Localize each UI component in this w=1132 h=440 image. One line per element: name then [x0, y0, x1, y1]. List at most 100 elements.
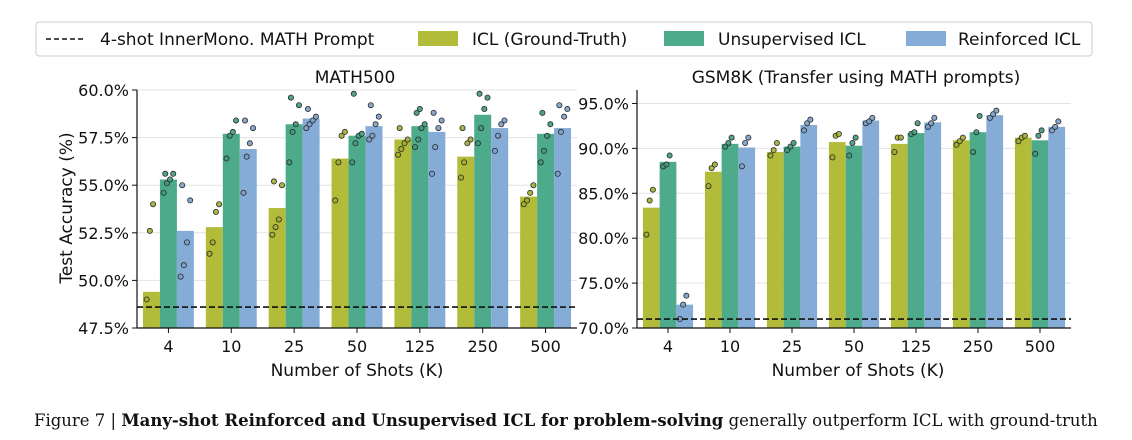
gsm8k-bar-unsupervised — [721, 143, 739, 328]
gsm8k-point-icl — [711, 161, 718, 168]
gsm8k-point-icl — [959, 134, 966, 141]
gsm8k-point-icl — [1021, 132, 1028, 139]
math500-point-unsupervised — [289, 128, 296, 135]
math500-bar-reinforced — [428, 131, 446, 328]
gsm8k-point-reinforced — [738, 163, 745, 170]
gsm8k-xtick-label: 10 — [720, 337, 740, 356]
math500-point-reinforced — [491, 147, 498, 154]
gsm8k-point-icl — [643, 231, 650, 238]
math500-bar-unsupervised — [348, 135, 366, 328]
math500-bar-icl — [331, 158, 349, 328]
math500-ytick-label: 57.5% — [78, 129, 129, 148]
gsm8k-bar-unsupervised — [659, 161, 677, 328]
legend-baseline-label: 4-shot InnerMono. MATH Prompt — [100, 30, 375, 50]
math500-point-reinforced — [498, 121, 505, 128]
math500-point-unsupervised — [476, 90, 483, 97]
math500-xtick-label: 50 — [347, 337, 367, 356]
math500-xtick-label: 10 — [221, 337, 241, 356]
math500-point-unsupervised — [484, 94, 491, 101]
math500-point-icl — [341, 128, 348, 135]
math500-point-reinforced — [556, 102, 563, 109]
gsm8k-point-unsupervised — [725, 139, 732, 146]
math500-point-reinforced — [367, 102, 374, 109]
gsm8k-point-unsupervised — [663, 161, 670, 168]
gsm8k-bar-reinforced — [800, 125, 818, 328]
math500-xtick-label: 125 — [405, 337, 436, 356]
math500-point-icl — [146, 227, 153, 234]
gsm8k-ytick-label: 80.0% — [578, 229, 629, 248]
math500-bar-reinforced — [302, 118, 320, 328]
math500-point-icl — [269, 231, 276, 238]
gsm8k-point-reinforced — [680, 301, 687, 308]
gsm8k-bar-unsupervised — [783, 146, 801, 328]
gsm8k-title: GSM8K (Transfer using MATH prompts) — [692, 68, 1021, 88]
math500-point-reinforced — [375, 113, 382, 120]
gsm8k-point-reinforced — [1055, 118, 1062, 125]
math500-point-icl — [206, 250, 213, 257]
math500-point-unsupervised — [286, 159, 293, 166]
math500-point-icl — [395, 151, 402, 158]
math500-point-unsupervised — [349, 159, 356, 166]
gsm8k-point-unsupervised — [666, 152, 673, 159]
gsm8k-ytick-label: 75.0% — [578, 274, 629, 293]
math500-point-icl — [457, 174, 464, 181]
math500-point-unsupervised — [223, 155, 230, 162]
math500-point-unsupervised — [415, 136, 422, 143]
math500-point-unsupervised — [160, 189, 167, 196]
gsm8k-ytick-label: 70.0% — [578, 319, 629, 338]
math500-point-unsupervised — [547, 121, 554, 128]
math500-point-reinforced — [309, 117, 316, 124]
math500-point-reinforced — [240, 189, 247, 196]
gsm8k-point-unsupervised — [846, 152, 853, 159]
math500-point-reinforced — [432, 144, 439, 151]
math500-bar-icl — [394, 139, 412, 328]
gsm8k-point-unsupervised — [728, 134, 735, 141]
math500-bar-reinforced — [491, 128, 509, 328]
gsm8k-point-reinforced — [928, 120, 935, 127]
legend: 4-shot InnerMono. MATH Prompt ICL (Groun… — [35, 21, 1093, 57]
gsm8k-bar-unsupervised — [845, 145, 863, 328]
gsm8k-point-reinforced — [683, 292, 690, 299]
math500-point-unsupervised — [170, 170, 177, 177]
math500-point-reinforced — [429, 170, 436, 177]
math500-point-reinforced — [250, 125, 257, 132]
gsm8k-xtick-label: 250 — [963, 337, 994, 356]
math500-point-icl — [332, 197, 339, 204]
gsm8k-bar-unsupervised — [907, 133, 925, 328]
gsm8k-bar-reinforced — [924, 122, 942, 328]
math500-bar-unsupervised — [222, 133, 240, 328]
legend-icl-swatch — [418, 31, 458, 46]
math500-point-icl — [270, 178, 277, 185]
math500-xtick-label: 4 — [163, 337, 173, 356]
figure-caption: Figure 7 | Many-shot Reinforced and Unsu… — [34, 410, 1114, 432]
math500-point-icl — [278, 182, 285, 189]
math500-point-reinforced — [242, 117, 249, 124]
math500-bar-unsupervised — [159, 179, 177, 328]
gsm8k-point-unsupervised — [911, 129, 918, 136]
math500-point-icl — [459, 125, 466, 132]
math500-ytick-label: 52.5% — [78, 224, 129, 243]
gsm8k-point-reinforced — [993, 107, 1000, 114]
gsm8k-ytick-label: 90.0% — [578, 139, 629, 158]
gsm8k-bar-icl — [952, 140, 970, 328]
math500-point-icl — [143, 296, 150, 303]
gsm8k-point-reinforced — [745, 134, 752, 141]
legend-reinforced-label: Reinforced ICL — [958, 30, 1081, 50]
math500-point-reinforced — [312, 113, 319, 120]
math500-point-icl — [150, 201, 157, 208]
math500-bar-reinforced — [365, 126, 383, 329]
math500-point-reinforced — [554, 170, 561, 177]
math500-point-unsupervised — [540, 147, 547, 154]
math500-point-unsupervised — [295, 102, 302, 109]
math500-point-reinforced — [246, 140, 253, 147]
gsm8k-xtick-label: 500 — [1025, 337, 1056, 356]
gsm8k-point-icl — [829, 154, 836, 161]
legend-reinforced-swatch — [906, 31, 946, 46]
gsm8k-bar-icl — [766, 151, 784, 328]
gsm8k-bar-icl — [828, 142, 846, 328]
gsm8k-bar-icl — [1014, 137, 1032, 328]
math500-point-unsupervised — [292, 121, 299, 128]
math500-point-reinforced — [243, 153, 250, 160]
math500-point-reinforced — [187, 197, 194, 204]
math500-point-icl — [527, 189, 534, 196]
